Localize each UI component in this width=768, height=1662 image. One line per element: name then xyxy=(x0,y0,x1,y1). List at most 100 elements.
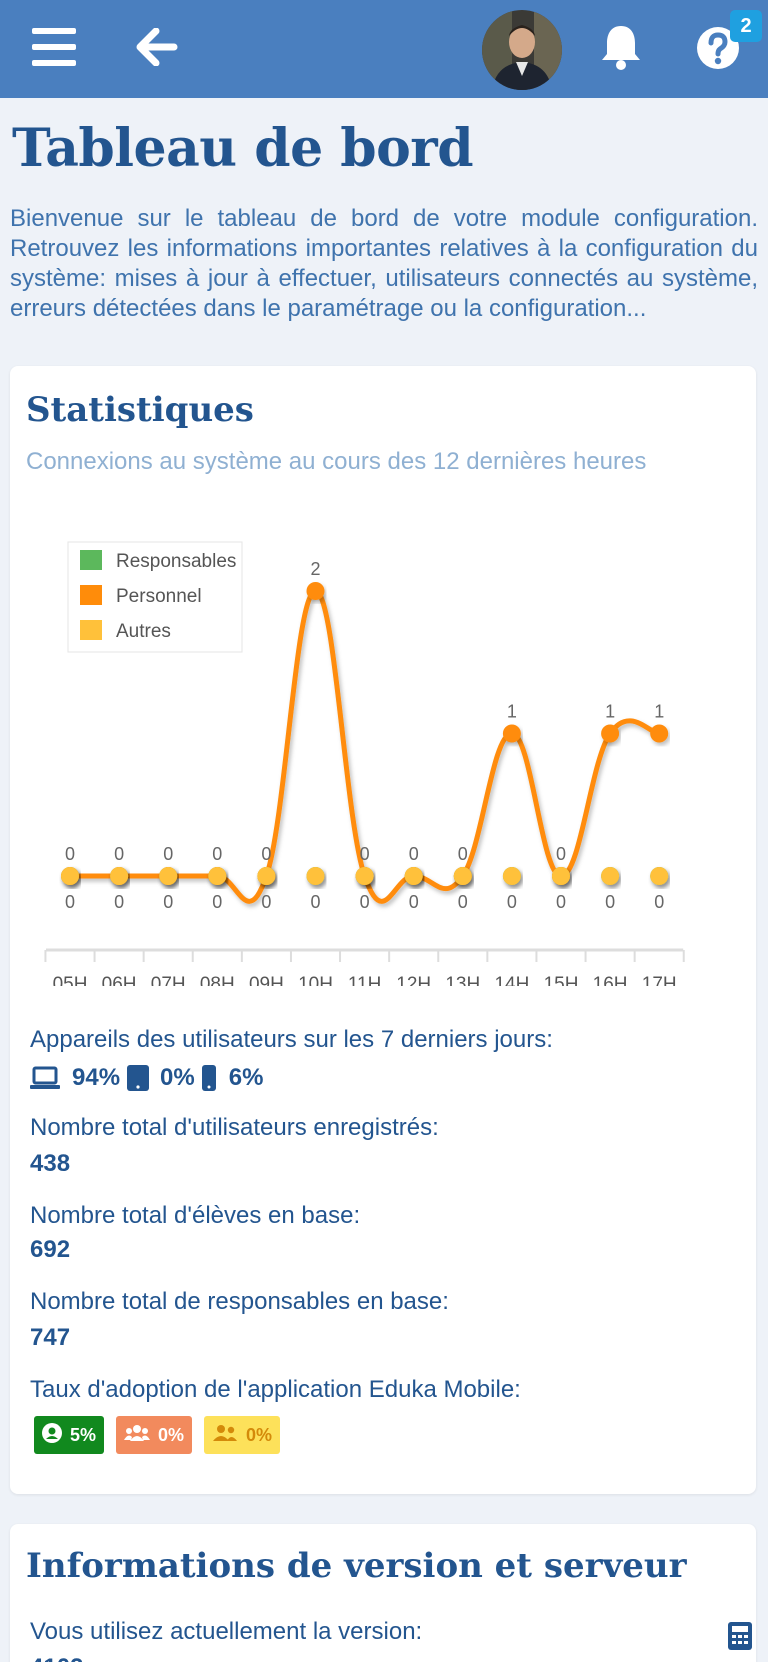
legend-label-0: Responsables xyxy=(116,551,236,572)
x-tick-label-2: 07H xyxy=(151,974,186,986)
data-point-1-5[interactable] xyxy=(306,582,325,600)
parents-value: 747 xyxy=(30,1324,71,1351)
x-tick-label-5: 10H xyxy=(298,974,333,986)
x-tick-label-1: 06H xyxy=(102,974,137,986)
data-point-2-0[interactable] xyxy=(61,867,79,885)
data-point-2-7[interactable] xyxy=(404,867,423,885)
version-value: 4102 xyxy=(30,1654,83,1662)
data-label-autres-8: 0 xyxy=(458,892,468,912)
data-label-autres-10: 0 xyxy=(556,892,566,912)
top-bar: 2 xyxy=(0,0,768,98)
version-card: Informations de version et serveur Vous … xyxy=(10,1524,756,1662)
data-label-autres-6: 0 xyxy=(360,892,370,912)
data-label-autres-7: 0 xyxy=(409,892,419,912)
x-tick-label-6: 11H xyxy=(348,974,381,986)
data-label-autres-5: 0 xyxy=(310,892,320,912)
x-tick-label-9: 14H xyxy=(494,974,529,986)
data-point-2-12[interactable] xyxy=(650,867,669,885)
legend-swatch-0 xyxy=(80,550,102,570)
data-point-2-9[interactable] xyxy=(502,867,521,885)
data-point-2-4[interactable] xyxy=(257,867,276,885)
devices-label: Appareils des utilisateurs sur les 7 der… xyxy=(30,1026,553,1053)
data-label-personnel-8: 0 xyxy=(458,844,468,864)
data-label-personnel-9: 1 xyxy=(507,702,517,722)
calculator-icon[interactable] xyxy=(728,1622,752,1650)
data-label-personnel-11: 1 xyxy=(605,702,615,722)
data-point-1-12[interactable] xyxy=(650,724,669,743)
students-value: 692 xyxy=(30,1236,71,1263)
data-label-autres-3: 0 xyxy=(212,892,222,912)
chart-legend: Responsables Personnel Autres xyxy=(67,541,243,653)
legend-label-2: Autres xyxy=(116,621,171,642)
hamburger-icon[interactable] xyxy=(32,28,76,66)
data-label-personnel-0: 0 xyxy=(65,844,75,864)
data-label-personnel-7: 0 xyxy=(409,844,419,864)
version-title: Informations de version et serveur xyxy=(26,1546,687,1586)
question-circle-icon[interactable] xyxy=(696,26,740,70)
parents-label: Nombre total de responsables en base: xyxy=(30,1288,449,1315)
data-label-autres-0: 0 xyxy=(65,892,75,912)
data-point-1-11[interactable] xyxy=(601,724,620,743)
data-point-1-9[interactable] xyxy=(502,724,521,743)
x-tick-label-3: 08H xyxy=(200,974,235,986)
laptop-icon xyxy=(30,1066,60,1090)
data-label-personnel-3: 0 xyxy=(212,844,222,864)
version-label: Vous utilisez actuellement la version: xyxy=(30,1618,423,1645)
tablet-icon xyxy=(126,1064,150,1092)
adoption-staff-value: 0% xyxy=(157,1424,184,1445)
data-label-personnel-1: 0 xyxy=(114,844,124,864)
users-label: Nombre total d'utilisateurs enregistrés: xyxy=(30,1114,439,1141)
adoption-label: Taux d'adoption de l'application Eduka M… xyxy=(30,1376,521,1403)
arrow-left-icon[interactable] xyxy=(136,27,178,67)
x-tick-label-0: 05H xyxy=(53,974,88,986)
legend-swatch-2 xyxy=(80,620,102,640)
data-label-autres-4: 0 xyxy=(261,892,271,912)
adoption-others-value: 0% xyxy=(245,1424,272,1445)
x-tick-label-10: 15H xyxy=(544,974,579,986)
data-label-autres-1: 0 xyxy=(114,892,124,912)
stats-title: Statistiques xyxy=(26,390,254,430)
page-title: Tableau de bord xyxy=(12,118,474,179)
data-point-2-3[interactable] xyxy=(208,867,227,885)
data-point-2-2[interactable] xyxy=(159,867,178,885)
x-tick-label-12: 17H xyxy=(642,974,677,986)
legend-swatch-1 xyxy=(80,585,102,605)
data-label-autres-9: 0 xyxy=(507,892,517,912)
legend-label-1: Personnel xyxy=(116,586,202,607)
students-label: Nombre total d'élèves en base: xyxy=(30,1202,361,1229)
data-point-2-5[interactable] xyxy=(306,867,325,885)
data-label-autres-11: 0 xyxy=(605,892,615,912)
data-label-personnel-4: 0 xyxy=(261,844,271,864)
page-intro: Bienvenue sur le tableau de bord de votr… xyxy=(10,205,758,322)
data-label-personnel-10: 0 xyxy=(556,844,566,864)
data-label-personnel-2: 0 xyxy=(163,844,173,864)
user-avatar[interactable] xyxy=(482,10,562,90)
x-tick-label-7: 12H xyxy=(396,974,431,986)
smartphone-icon xyxy=(201,1064,217,1092)
data-point-2-10[interactable] xyxy=(552,867,570,885)
device-laptop-value: 94% xyxy=(72,1064,121,1091)
user-friends-icon xyxy=(212,1424,238,1447)
data-point-2-8[interactable] xyxy=(453,867,472,885)
bell-icon[interactable] xyxy=(600,24,642,70)
x-tick-label-11: 16H xyxy=(593,974,628,986)
data-point-2-11[interactable] xyxy=(601,867,620,885)
data-point-2-1[interactable] xyxy=(110,867,129,885)
data-point-2-6[interactable] xyxy=(355,867,374,885)
device-tablet-value: 0% xyxy=(160,1064,195,1091)
data-label-autres-12: 0 xyxy=(654,892,664,912)
device-smartphone-value: 6% xyxy=(228,1064,264,1091)
data-label-personnel-6: 0 xyxy=(360,844,370,864)
connections-chart: Responsables Personnel Autres 0 0 0 0 0 2 0 0 0 1 0 1… xyxy=(44,541,685,986)
adoption-parents-badge: 5% xyxy=(34,1416,104,1454)
data-label-autres-2: 0 xyxy=(163,892,173,912)
users-value: 438 xyxy=(30,1150,71,1177)
adoption-parents-value: 5% xyxy=(69,1424,96,1445)
devices-row: 94% 0% 6% xyxy=(30,1062,263,1094)
data-label-personnel-5: 2 xyxy=(310,559,320,579)
notification-badge: 2 xyxy=(730,10,762,42)
x-tick-label-8: 13H xyxy=(445,974,480,986)
stats-subtitle: Connexions au système au cours des 12 de… xyxy=(26,448,647,475)
stats-card: Statistiques Connexions au système au co… xyxy=(10,366,756,1494)
user-circle-icon xyxy=(41,1422,62,1448)
